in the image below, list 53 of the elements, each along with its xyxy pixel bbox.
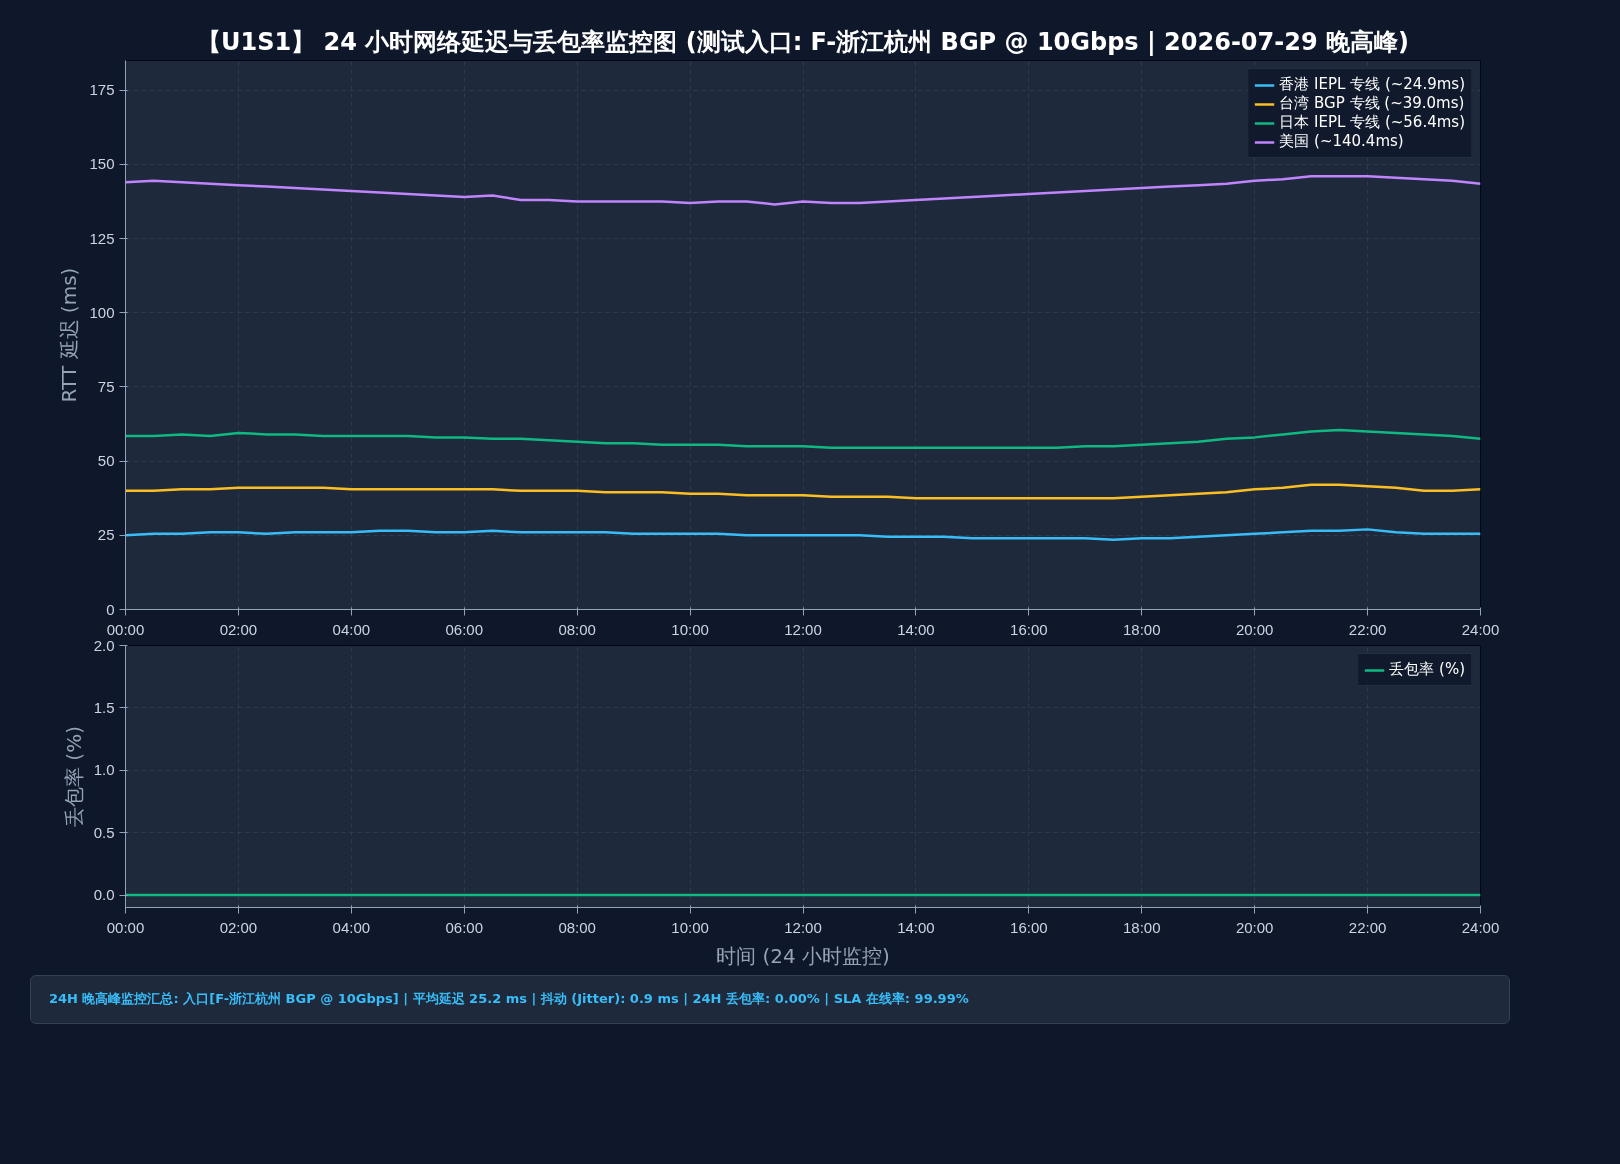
legend-label: 美国 (~140.4ms) (1279, 132, 1404, 151)
x-tick-label: 12:00 (784, 918, 822, 936)
y-tick-label: 0 (106, 600, 115, 618)
x-tick-label: 24:00 (1461, 620, 1500, 638)
x-tick-label: 22:00 (1348, 620, 1387, 638)
x-tick-label: 16:00 (1010, 918, 1048, 936)
x-tick-label: 02:00 (219, 918, 258, 936)
line-series (125, 528, 1481, 542)
x-tick-label: 18:00 (1122, 918, 1161, 936)
x-tick-label: 14:00 (897, 620, 935, 638)
y-tick-label: 0.0 (93, 886, 115, 904)
x-tick-label: 20:00 (1235, 620, 1274, 638)
line-series (125, 174, 1481, 206)
line-series (125, 483, 1481, 500)
y-axis-title: 丢包率 (%) (61, 726, 86, 827)
x-tick-label: 06:00 (445, 918, 484, 936)
x-tick-label: 16:00 (1010, 620, 1048, 638)
text: 24H 晚高峰监控汇总: 入口[F-浙江杭州 BGP @ 10Gbps] | 平均延迟 25.2 ms | 抖动 (Jitter): 0.9 ms | 24H 丢包率: 0.00% | SLA 在线率: 99.99% (49, 990, 969, 1008)
legend-label: 丢包率 (%) (1389, 660, 1465, 679)
y-tick-label: 0.5 (93, 823, 115, 841)
y-tick-label: 1.0 (93, 761, 115, 779)
x-tick-label: 02:00 (219, 620, 258, 638)
x-tick-label: 08:00 (558, 918, 596, 936)
x-tick-label: 00:00 (106, 620, 145, 638)
x-tick-label: 04:00 (332, 918, 371, 936)
x-tick-label: 00:00 (106, 918, 145, 936)
line-series (125, 428, 1481, 450)
y-axis-title: RTT 延迟 (ms) (57, 267, 82, 403)
x-tick-label: 20:00 (1235, 918, 1274, 936)
x-tick-label: 12:00 (784, 620, 822, 638)
x-tick-label: 08:00 (558, 620, 596, 638)
x-tick-label: 14:00 (897, 918, 935, 936)
x-axis-title: 时间 (24 小时监控) (716, 943, 890, 968)
x-tick-label: 18:00 (1122, 620, 1161, 638)
y-tick-label: 50 (97, 452, 115, 470)
x-tick-label: 10:00 (671, 620, 709, 638)
legend-label: 日本 IEPL 专线 (~56.4ms) (1279, 113, 1465, 132)
y-tick-label: 125 (89, 229, 115, 247)
x-tick-label: 10:00 (671, 918, 709, 936)
y-tick-label: 175 (89, 81, 115, 99)
chart-title: 【U1S1】 24 小时网络延迟与丢包率监控图 (测试入口: F-浙江杭州 BGP @ 10Gbps | 2026-07-29 晚高峰) (197, 27, 1409, 56)
y-tick-label: 150 (89, 155, 115, 173)
x-tick-label: 06:00 (445, 620, 484, 638)
x-tick-label: 04:00 (332, 620, 371, 638)
x-tick-label: 22:00 (1348, 918, 1387, 936)
y-tick-label: 25 (97, 526, 115, 544)
y-tick-label: 2.0 (93, 636, 115, 654)
legend-label: 台湾 BGP 专线 (~39.0ms) (1279, 94, 1465, 113)
legend-label: 香港 IEPL 专线 (~24.9ms) (1279, 75, 1465, 94)
y-tick-label: 1.5 (93, 698, 115, 716)
x-tick-label: 24:00 (1461, 918, 1500, 936)
y-tick-label: 75 (97, 377, 115, 395)
y-tick-label: 100 (89, 303, 115, 321)
